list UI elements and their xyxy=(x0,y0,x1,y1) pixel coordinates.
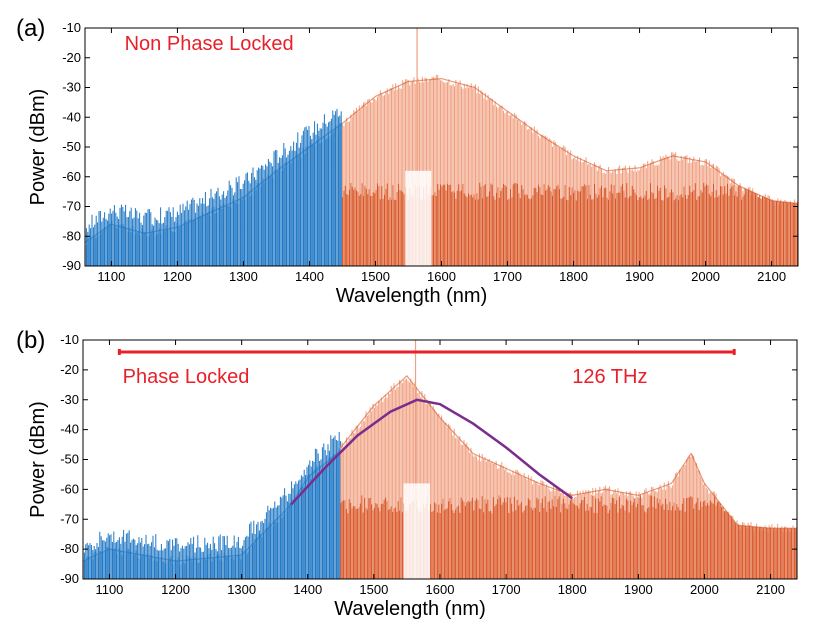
y-tick-label: -50 xyxy=(62,139,81,154)
x-tick-label: 1700 xyxy=(493,269,522,284)
x-tick-label: 1100 xyxy=(97,269,125,284)
spectrum-envelope xyxy=(82,450,342,562)
y-tick-label: -90 xyxy=(62,258,81,273)
x-tick-label: 1400 xyxy=(295,269,324,284)
x-tick-label: 1500 xyxy=(359,582,388,597)
x-tick-label: 1800 xyxy=(559,269,588,284)
y-tick-label: -10 xyxy=(62,20,81,35)
y-tick-label: -70 xyxy=(60,511,79,526)
panel-label: (a) xyxy=(16,15,45,42)
y-tick-label: -80 xyxy=(62,228,81,243)
y-tick-label: -40 xyxy=(60,422,79,437)
x-tick-label: 2100 xyxy=(757,269,786,284)
x-axis-title: Wavelength (nm) xyxy=(334,598,486,620)
x-tick-label: 2000 xyxy=(690,582,719,597)
spectrum-series-0 xyxy=(82,432,342,579)
spectrum-comb-dark xyxy=(342,182,798,266)
spectrum-series-1 xyxy=(342,74,799,266)
x-tick-label: 1900 xyxy=(624,582,653,597)
panel-b: 1100 1200 1300 1400 1500 1600 1700 1800 1900 2000… xyxy=(16,327,798,620)
annotation-label: 126 THz xyxy=(572,366,647,388)
y-tick-label: -60 xyxy=(62,169,81,184)
spectrum-comb-light xyxy=(84,123,342,266)
y-tick-label: -90 xyxy=(60,571,79,586)
y-tick-label: -30 xyxy=(60,392,79,407)
x-tick-label: 2100 xyxy=(756,582,785,597)
y-axis-title: Power (dBm) xyxy=(27,89,49,206)
x-tick-label: 1800 xyxy=(558,582,587,597)
x-tick-label: 1700 xyxy=(492,582,521,597)
spectrum-envelope xyxy=(342,77,799,205)
spectrum-comb-dark xyxy=(84,108,342,266)
panel-label: (b) xyxy=(16,327,45,354)
spectrum-envelope xyxy=(84,122,343,243)
annotation-label: Phase Locked xyxy=(123,366,250,388)
y-tick-label: -70 xyxy=(62,199,81,214)
x-tick-label: 1100 xyxy=(95,582,123,597)
spectrum-envelope xyxy=(340,375,797,529)
x-tick-label: 1300 xyxy=(229,269,258,284)
y-tick-label: -30 xyxy=(62,80,81,95)
y-tick-label: -60 xyxy=(60,481,79,496)
fit-curve xyxy=(290,398,573,506)
y-tick-label: -20 xyxy=(62,50,81,65)
x-tick-label: 1600 xyxy=(427,269,456,284)
x-tick-label: 2000 xyxy=(691,269,720,284)
y-tick-label: -20 xyxy=(60,362,79,377)
y-tick-label: -40 xyxy=(62,109,81,124)
pump-notch xyxy=(405,170,432,266)
y-tick-label: -50 xyxy=(60,452,79,467)
y-axis-title: Power (dBm) xyxy=(27,401,49,518)
x-tick-label: 1900 xyxy=(625,269,654,284)
y-tick-label: -10 xyxy=(60,332,79,347)
spectrum-series-1 xyxy=(340,375,797,579)
pump-notch xyxy=(403,483,431,579)
x-tick-label: 1500 xyxy=(361,269,390,284)
panel-a: 1100 1200 1300 1400 1500 1600 1700 1800 1900 2000… xyxy=(16,15,799,307)
x-axis-title: Wavelength (nm) xyxy=(336,285,488,307)
y-tick-label: -80 xyxy=(60,541,79,556)
x-tick-label: 1200 xyxy=(161,582,190,597)
annotation-label: Non Phase Locked xyxy=(125,33,294,55)
x-tick-label: 1400 xyxy=(293,582,322,597)
x-tick-label: 1600 xyxy=(426,582,455,597)
spectrum-comb-dark xyxy=(340,495,797,579)
x-tick-label: 1300 xyxy=(227,582,256,597)
spectrum-series-0 xyxy=(84,108,343,266)
spectrum-comb-dark xyxy=(82,432,342,579)
x-tick-label: 1200 xyxy=(163,269,192,284)
